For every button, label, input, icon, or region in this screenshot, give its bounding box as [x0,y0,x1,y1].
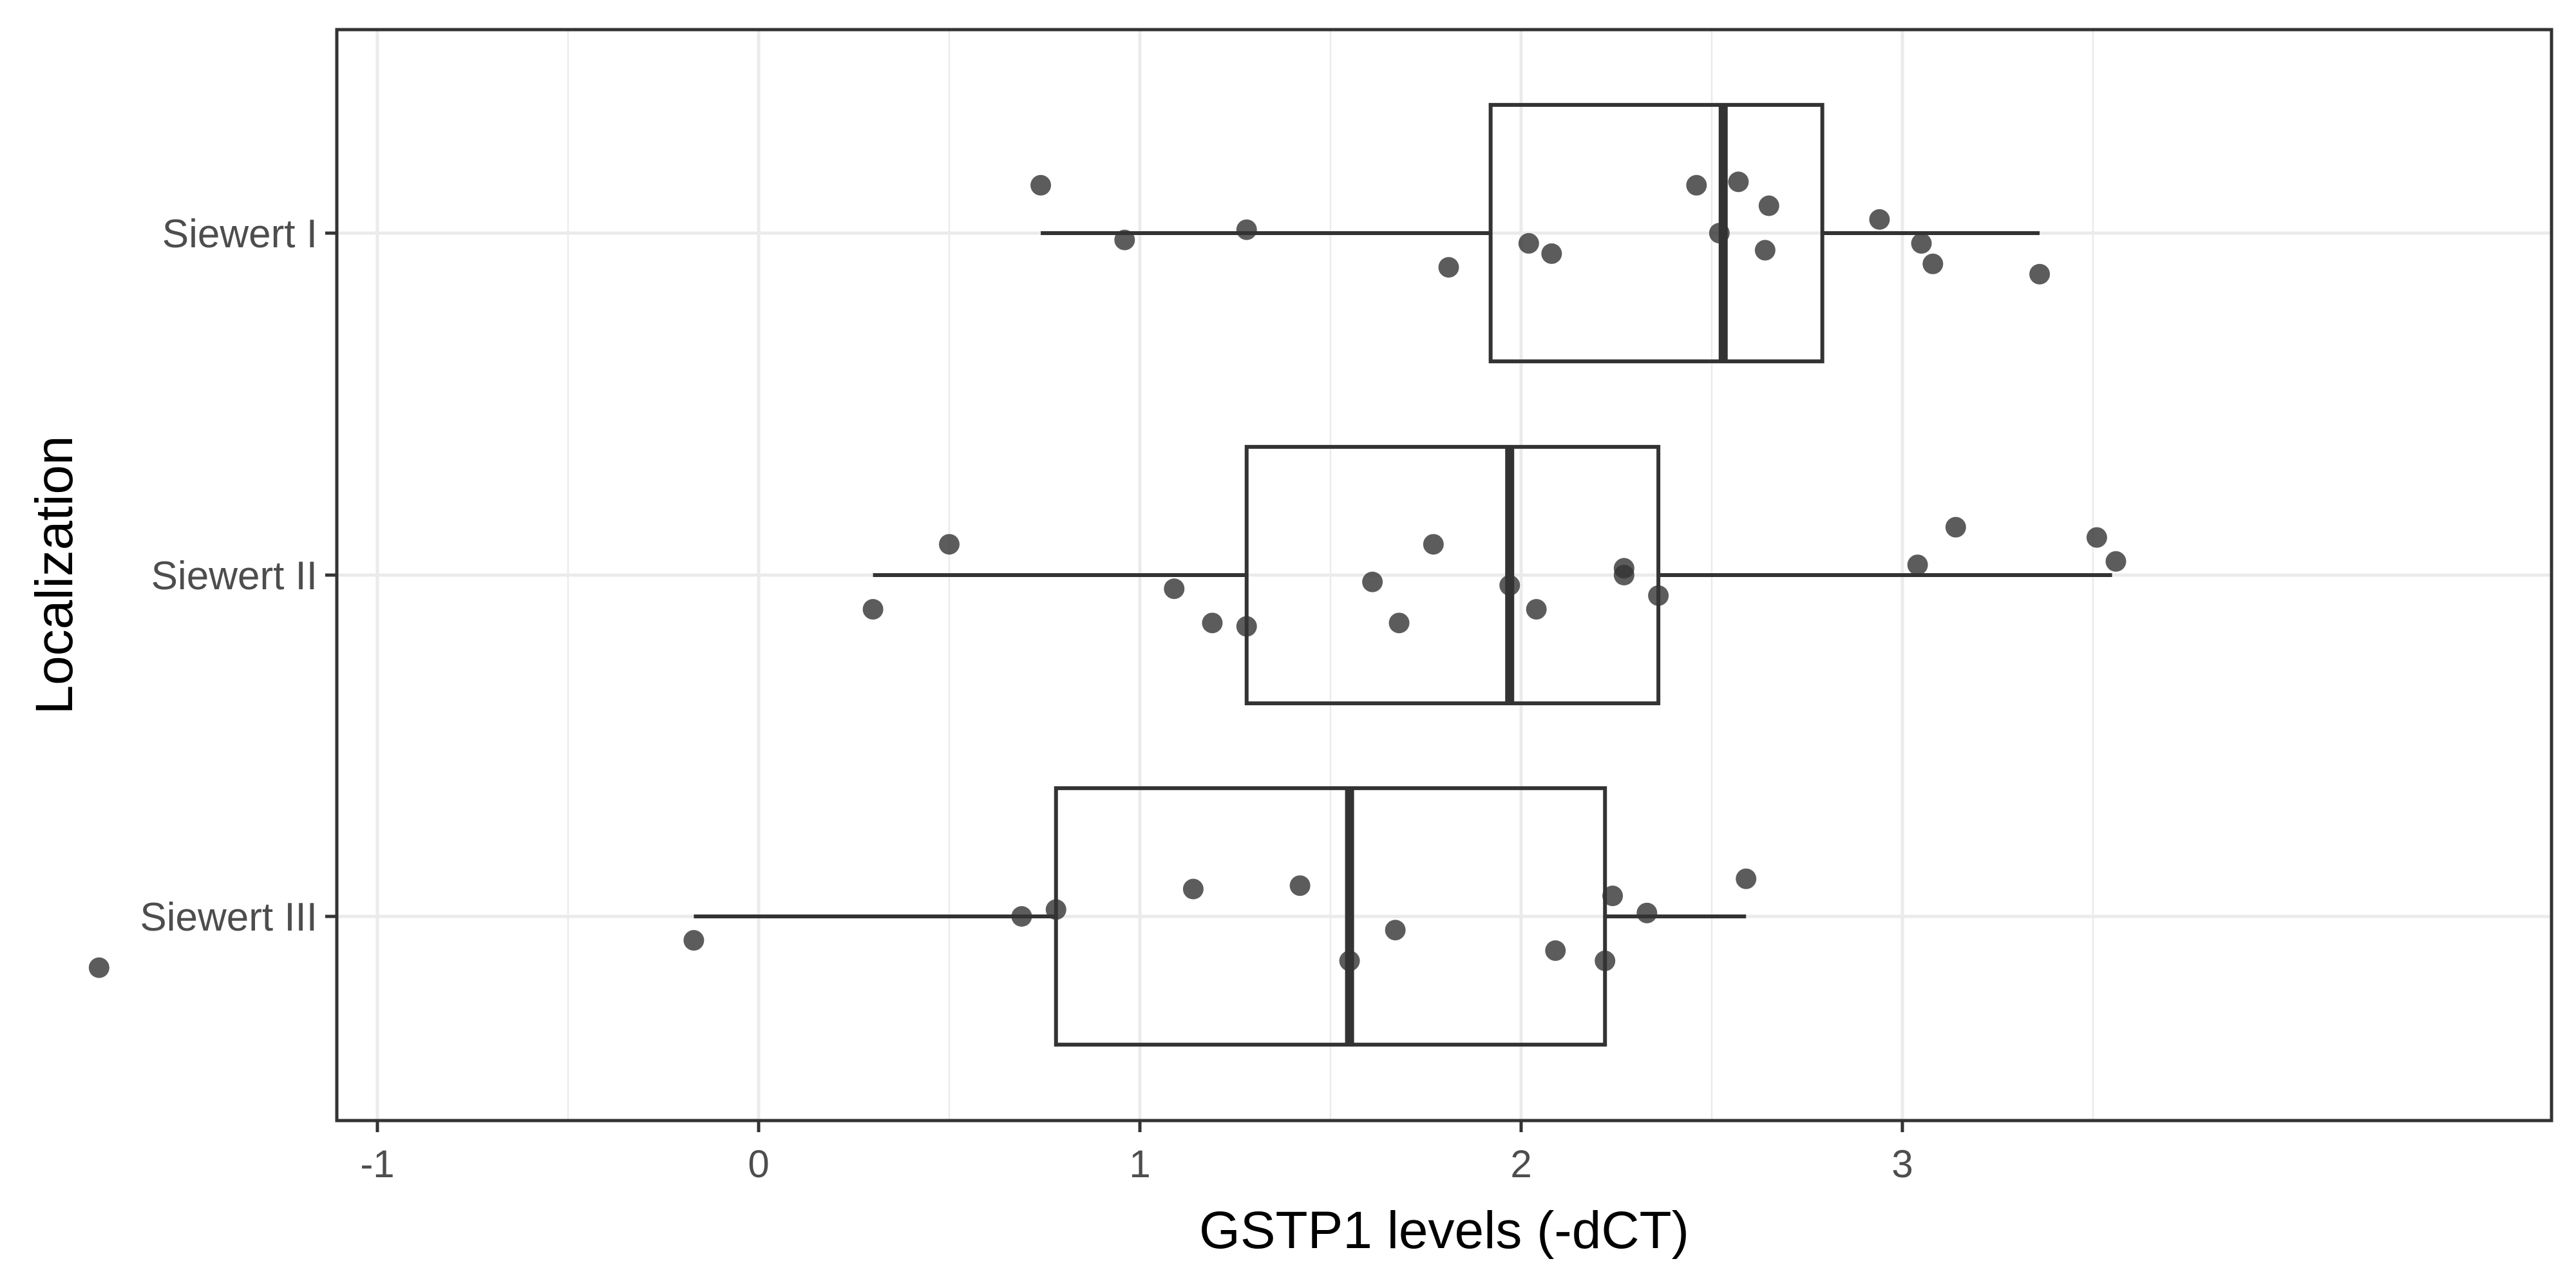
x-tick-label: -1 [360,1142,394,1186]
data-point [2086,527,2107,548]
data-point [1423,534,1444,555]
x-tick-label: 3 [1891,1142,1913,1186]
data-point [1754,240,1776,261]
boxplot-boxes [694,102,2112,1047]
data-point [1362,571,1383,592]
data-point [88,957,109,978]
y-axis-ticks: Siewert I Siewert II Siewert III [140,212,337,940]
x-axis-ticks: -1 0 1 2 3 [360,1121,1913,1186]
data-point [1114,229,1135,251]
data-point [1545,940,1566,961]
box [1244,444,1661,706]
x-axis-title: GSTP1 levels (-dCT) [1199,1201,1689,1260]
data-point [1869,209,1890,230]
data-point [1339,951,1360,972]
x-tick-label: 1 [1129,1142,1150,1186]
data-point [1541,243,1562,264]
data-point [1438,257,1459,278]
data-point [1945,516,1966,538]
data-point [1648,585,1669,606]
data-point [1613,565,1634,585]
jitter-points [88,171,2126,978]
data-point [1164,578,1185,600]
grid-lines [337,30,2552,1121]
y-tick-label: Siewert I [162,212,317,256]
data-point [1045,899,1066,920]
y-tick-label: Siewert III [140,895,317,940]
data-point [1686,175,1707,196]
data-point [1526,599,1547,620]
data-point [683,930,705,951]
data-point [1518,232,1539,254]
data-point [1030,175,1052,196]
data-point [1236,219,1257,240]
data-point [1709,223,1730,243]
data-point [1499,574,1520,596]
data-point [1907,554,1928,576]
data-point [1011,906,1032,927]
data-point [1636,902,1658,923]
data-point [1202,612,1223,634]
y-tick-label: Siewert II [151,554,317,598]
data-point [1736,868,1757,889]
data-point [1289,875,1311,896]
data-point [1602,886,1624,907]
box [1488,102,1824,364]
data-point [1758,195,1779,216]
data-point [2029,263,2050,285]
y-axis-title: Localization [25,435,84,714]
data-point [939,534,960,555]
data-point [1385,920,1406,941]
data-point [1728,171,1749,193]
data-point [1388,612,1410,634]
x-tick-label: 0 [748,1142,769,1186]
data-point [2105,551,2126,572]
x-tick-label: 2 [1510,1142,1531,1186]
data-point [1911,232,1932,254]
data-point [1922,253,1944,274]
data-point [1236,616,1257,637]
data-point [1182,878,1204,900]
data-point [862,599,884,620]
data-point [1595,951,1616,972]
